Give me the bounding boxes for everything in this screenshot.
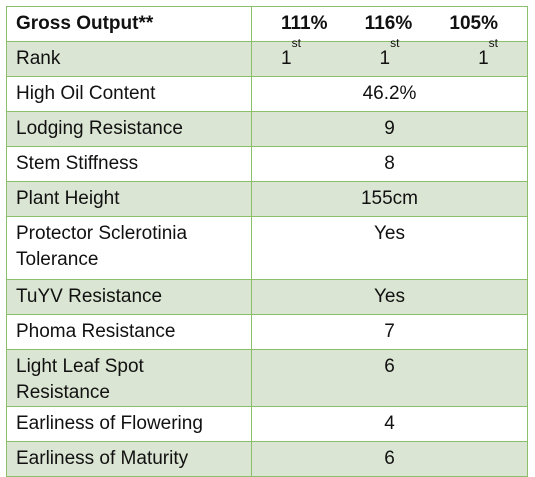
row-value: 9 <box>251 111 528 147</box>
rank-value-1: 1st <box>281 36 301 69</box>
row-value: 6 <box>251 349 528 407</box>
header-row: Gross Output** 111% 116% 105% <box>6 6 528 42</box>
row-value: Yes <box>251 279 528 315</box>
row-label: Protector Sclerotinia Tolerance <box>6 216 252 280</box>
header-values: 111% 116% 105% <box>251 6 528 42</box>
table-row: High Oil Content 46.2% <box>6 76 528 112</box>
row-label: Stem Stiffness <box>6 146 252 182</box>
table-row: Earliness of Maturity 6 <box>6 441 528 477</box>
row-label: Phoma Resistance <box>6 314 252 350</box>
row-value: 6 <box>251 441 528 477</box>
row-label: Lodging Resistance <box>6 111 252 147</box>
table-row: Light Leaf Spot Resistance 6 <box>6 349 528 407</box>
row-label: Earliness of Maturity <box>6 441 252 477</box>
rank-row: Rank 1st 1st 1st <box>6 36 528 77</box>
table-row: Plant Height 155cm <box>6 181 528 217</box>
row-label: Light Leaf Spot Resistance <box>6 349 252 407</box>
gross-output-value-3: 105% <box>449 13 498 34</box>
header-label: Gross Output** <box>6 6 252 42</box>
table-row: Earliness of Flowering 4 <box>6 406 528 442</box>
row-label: Earliness of Flowering <box>6 406 252 442</box>
row-value: 4 <box>251 406 528 442</box>
row-value: 46.2% <box>251 76 528 112</box>
row-value: Yes <box>251 216 528 280</box>
rank-value-2: 1st <box>379 36 400 69</box>
table-row: Stem Stiffness 8 <box>6 146 528 182</box>
gross-output-value-2: 116% <box>364 13 413 34</box>
row-label: TuYV Resistance <box>6 279 252 315</box>
row-value: 8 <box>251 146 528 182</box>
table-row: Lodging Resistance 9 <box>6 111 528 147</box>
row-label: High Oil Content <box>6 76 252 112</box>
table-row: TuYV Resistance Yes <box>6 279 528 315</box>
row-label: Plant Height <box>6 181 252 217</box>
row-value: 7 <box>251 314 528 350</box>
rank-values: 1st 1st 1st <box>251 36 528 77</box>
gross-output-value-1: 111% <box>281 13 328 34</box>
variety-spec-table: Gross Output** 111% 116% 105% Rank 1st 1… <box>6 6 528 477</box>
rank-value-3: 1st <box>478 36 498 69</box>
rank-label: Rank <box>6 41 252 77</box>
table-row: Protector Sclerotinia Tolerance Yes <box>6 216 528 280</box>
table-row: Phoma Resistance 7 <box>6 314 528 350</box>
row-value: 155cm <box>251 181 528 217</box>
